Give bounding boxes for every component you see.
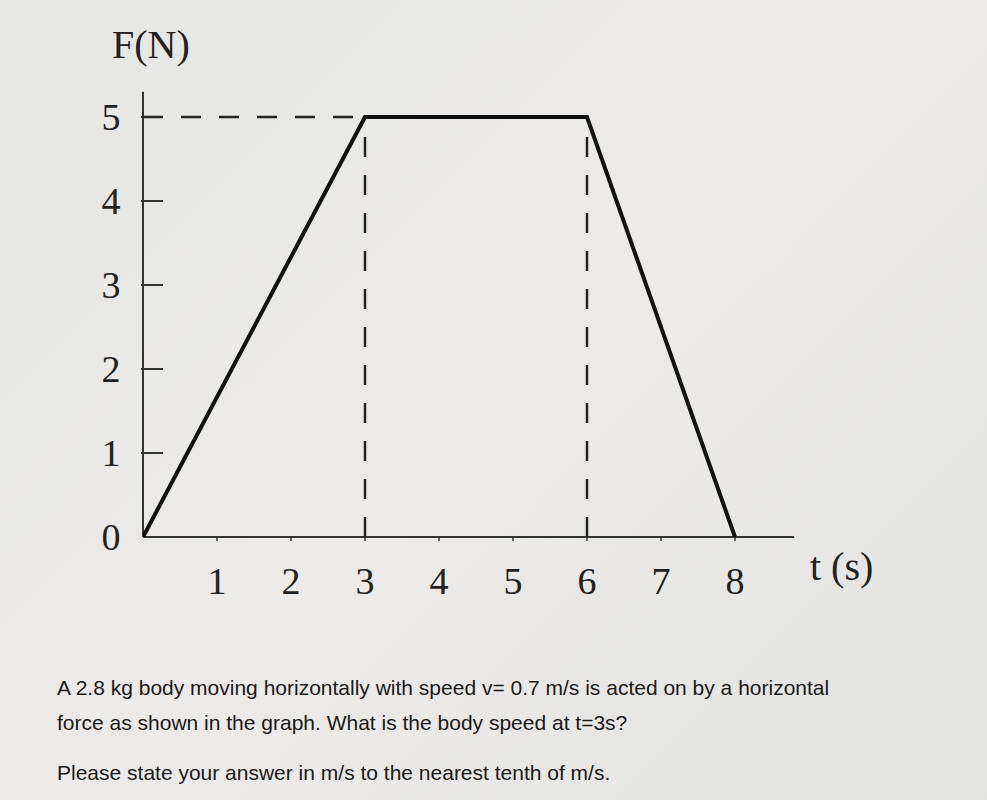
y-tick — [141, 452, 163, 454]
y-tick-label: 2 — [102, 348, 121, 390]
y-tick-label: 1 — [102, 432, 121, 474]
instruction: Please state your answer in m/s to the n… — [57, 761, 610, 785]
x-tick — [660, 537, 662, 541]
x-tick — [586, 537, 588, 541]
y-tick — [141, 200, 163, 202]
x-tick — [216, 537, 218, 541]
y-tick-label: 4 — [102, 180, 121, 222]
question-line: force as shown in the graph. What is the… — [57, 711, 627, 735]
y-axis — [142, 92, 144, 537]
x-tick-label: 8 — [726, 560, 745, 602]
x-tick-label: 2 — [282, 560, 301, 602]
x-tick-label: 5 — [504, 560, 523, 602]
x-axis — [143, 536, 794, 538]
y-tick-label: 5 — [102, 96, 121, 138]
guide-line — [586, 117, 589, 537]
y-axis-label: F(N) — [112, 22, 190, 67]
x-axis-label: t (s) — [810, 544, 873, 589]
x-tick-label: 4 — [430, 560, 449, 602]
y-tick — [141, 368, 163, 370]
x-tick-label: 1 — [208, 560, 227, 602]
x-tick — [438, 537, 440, 541]
plot-area — [143, 117, 735, 537]
guide-line — [143, 116, 365, 119]
guide-line — [364, 117, 367, 537]
x-tick — [734, 537, 736, 541]
x-tick — [290, 537, 292, 541]
chart: 0 1 2 3 4 5 1 2 3 4 5 6 7 8 F(N) t (s) — [0, 0, 987, 640]
force-line — [143, 117, 735, 537]
x-tick-label: 6 — [578, 560, 597, 602]
x-tick-label: 3 — [356, 560, 375, 602]
x-tick — [512, 537, 514, 541]
y-tick-label: 3 — [102, 264, 121, 306]
x-tick — [364, 537, 366, 541]
page: 0 1 2 3 4 5 1 2 3 4 5 6 7 8 F(N) t (s) A 2.8 kg body mov… — [0, 0, 987, 800]
y-tick — [141, 284, 163, 286]
y-tick-label: 0 — [102, 516, 121, 558]
x-tick-label: 7 — [652, 560, 671, 602]
question-line: A 2.8 kg body moving horizontally with s… — [57, 676, 829, 700]
